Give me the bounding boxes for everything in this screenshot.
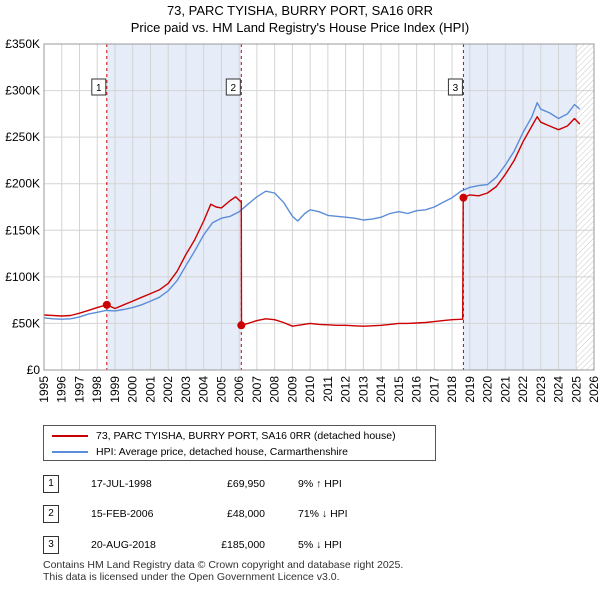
attribution-line1: Contains HM Land Registry data © Crown c… (43, 559, 404, 571)
price-chart: 1 2 3 £0 £50K £100K £150K £200K £250K £300K £350K… (5, 37, 600, 403)
plot-area-frame (43, 43, 595, 371)
x-tick-label: 2000 (126, 376, 140, 403)
y-tick-label: £200K (5, 177, 40, 191)
y-tick-label: £0 (27, 363, 41, 377)
sale-number-label: 1 (96, 83, 102, 94)
sale-point (237, 321, 246, 330)
x-tick-label: 2006 (232, 376, 246, 403)
x-tick-label: 2016 (410, 376, 424, 403)
ownership-shade (463, 44, 577, 370)
x-tick-label: 2005 (214, 376, 228, 403)
x-tick-label: 2008 (268, 376, 282, 403)
x-tick-label: 2018 (445, 376, 459, 403)
sale-number-box (91, 78, 107, 96)
sales-table-row: 3 20-AUG-2018 £185,000 5% ↓ HPI (43, 536, 443, 554)
sale-number-box (225, 78, 241, 96)
x-tick-label: 1995 (37, 376, 51, 403)
y-tick-label: £350K (5, 37, 40, 51)
y-tick-label: £250K (5, 130, 40, 144)
sale-hpi-comparison: 9% ↑ HPI (298, 478, 342, 490)
x-tick-label: 2014 (374, 376, 388, 403)
chart-legend: 73, PARC TYISHA, BURRY PORT, SA16 0RR (d… (43, 425, 436, 461)
x-tick-label: 2013 (356, 376, 370, 403)
x-tick-label: 2025 (569, 376, 583, 403)
sale-price: £185,000 (221, 539, 265, 551)
x-tick-label: 2017 (427, 376, 441, 403)
sale-date: 17-JUL-1998 (91, 478, 152, 490)
legend-swatch-hpi (52, 451, 88, 454)
sale-price: £48,000 (227, 508, 265, 520)
x-tick-label: 1998 (90, 376, 104, 403)
x-tick-label: 2009 (285, 376, 299, 403)
x-tick-label: 2011 (321, 376, 335, 402)
sale-number-badge: 1 (43, 475, 59, 493)
x-tick-label: 2002 (161, 376, 175, 403)
sales-table-row: 2 15-FEB-2006 £48,000 71% ↓ HPI (43, 505, 443, 523)
attribution-footer: Contains HM Land Registry data © Crown c… (43, 559, 404, 583)
sale-hpi-comparison: 5% ↓ HPI (298, 539, 342, 551)
x-tick-label: 1996 (55, 376, 69, 403)
forecast-hatch (576, 44, 594, 370)
chart-title-line2: Price paid vs. HM Land Registry's House … (130, 20, 470, 35)
legend-item-hpi: HPI: Average price, detached house, Carm… (52, 444, 348, 460)
x-tick-label: 2015 (392, 376, 406, 403)
y-tick-label: £100K (5, 270, 40, 284)
x-tick-label: 1997 (72, 376, 86, 403)
sales-table-row: 1 17-JUL-1998 £69,950 9% ↑ HPI (43, 475, 443, 493)
legend-label-hpi: HPI: Average price, detached house, Carm… (96, 446, 348, 458)
x-tick-label: 2007 (250, 376, 264, 403)
sale-price: £69,950 (227, 478, 265, 490)
sale-date: 20-AUG-2018 (91, 539, 156, 551)
x-tick-label: 2022 (516, 376, 530, 403)
sale-number-label: 2 (231, 83, 237, 94)
x-tick-label: 2010 (303, 376, 317, 403)
sale-date: 15-FEB-2006 (91, 508, 154, 520)
x-tick-label: 2003 (179, 376, 193, 403)
x-tick-label: 2012 (339, 376, 353, 403)
sale-number-label: 3 (453, 83, 459, 94)
sale-hpi-comparison: 71% ↓ HPI (298, 508, 348, 520)
x-tick-label: 2026 (587, 376, 600, 403)
y-tick-label: £300K (5, 84, 40, 98)
chart-title-line1: 73, PARC TYISHA, BURRY PORT, SA16 0RR (166, 3, 434, 18)
x-tick-label: 2021 (498, 376, 512, 403)
y-tick-label: £150K (5, 223, 40, 237)
sale-number-badge: 2 (43, 505, 59, 523)
x-tick-label: 2019 (463, 376, 477, 403)
legend-swatch-property (52, 435, 88, 438)
sale-point (459, 193, 468, 202)
sale-number-box (447, 78, 463, 96)
x-tick-label: 2023 (534, 376, 548, 403)
y-tick-label: £50K (12, 316, 40, 330)
legend-item-property: 73, PARC TYISHA, BURRY PORT, SA16 0RR (d… (52, 428, 396, 444)
chart-title: 73, PARC TYISHA, BURRY PORT, SA16 0RR Pr… (0, 2, 600, 36)
attribution-line2: This data is licensed under the Open Gov… (43, 570, 340, 583)
x-tick-label: 2004 (197, 376, 211, 403)
hpi-series-line (43, 102, 581, 320)
x-tick-label: 2020 (481, 376, 495, 403)
sale-number-badge: 3 (43, 536, 59, 554)
x-tick-label: 1999 (108, 376, 122, 403)
sale-point (102, 300, 111, 309)
property-series-line (43, 116, 581, 327)
x-tick-label: 2024 (552, 376, 566, 403)
legend-label-property: 73, PARC TYISHA, BURRY PORT, SA16 0RR (d… (96, 430, 396, 442)
x-tick-label: 2001 (143, 376, 157, 403)
